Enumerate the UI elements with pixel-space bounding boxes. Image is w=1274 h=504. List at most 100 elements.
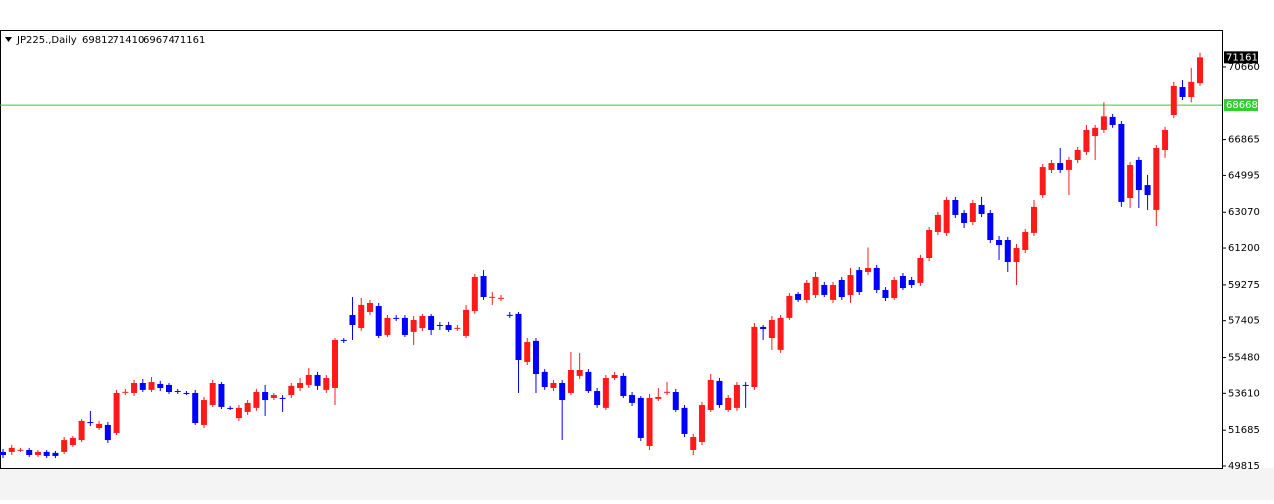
candle-body	[131, 383, 138, 393]
candle-body	[401, 317, 408, 335]
candle-body	[751, 326, 758, 388]
candle-body	[480, 275, 487, 298]
candle-body	[279, 397, 286, 399]
candle-body	[926, 230, 933, 258]
candle-body	[637, 397, 644, 438]
candle-body	[17, 449, 24, 451]
candle-body	[943, 199, 950, 233]
candle-body	[847, 275, 854, 295]
price-label-box	[1224, 51, 1258, 64]
candle-body	[830, 284, 837, 300]
candle-body	[882, 289, 889, 299]
candle-body	[104, 424, 111, 441]
plot-frame	[0, 30, 1223, 469]
y-tick-label: 51685	[1228, 425, 1260, 436]
candle-body	[611, 374, 618, 379]
candle-body	[218, 383, 225, 407]
candle-body	[594, 391, 601, 406]
candle-body	[1057, 163, 1064, 170]
candle-body	[1083, 129, 1090, 152]
candle-body	[602, 378, 609, 408]
ohlc-value: 69674	[143, 35, 175, 46]
candle-body	[227, 407, 234, 409]
candle-body	[672, 392, 679, 410]
candle-body	[716, 380, 723, 406]
candle-body	[393, 317, 400, 319]
level-label: 68668	[1226, 100, 1258, 111]
y-tick-label: 49815	[1228, 461, 1260, 472]
candle-body	[664, 391, 671, 393]
candle-body	[908, 280, 915, 285]
candle-body	[34, 451, 41, 455]
candle-body	[1013, 248, 1020, 263]
candle-body	[1118, 123, 1125, 202]
candle-body	[917, 257, 924, 283]
symbol-label: JP225.,Daily	[16, 35, 77, 46]
candle-body	[200, 400, 207, 425]
candle-body	[78, 420, 85, 441]
candle-body	[681, 407, 688, 434]
candle-body	[428, 316, 435, 330]
candle-body	[1170, 85, 1177, 115]
candle-body	[419, 316, 426, 329]
candle-body	[96, 423, 103, 428]
candle-body	[864, 267, 871, 272]
candle-body	[899, 275, 906, 289]
ohlc-value: 71410	[113, 35, 145, 46]
candle-body	[157, 383, 164, 388]
candle-body	[384, 317, 391, 335]
candle-body	[506, 314, 513, 316]
candle-body	[559, 383, 566, 401]
y-tick-label: 64995	[1228, 170, 1260, 181]
candle-body	[87, 422, 94, 424]
candle-body	[987, 213, 994, 241]
candle-body	[550, 383, 557, 388]
candle-body	[43, 451, 50, 456]
candle-body	[1153, 147, 1160, 210]
candle-body	[541, 371, 548, 388]
candle-body	[1144, 185, 1151, 196]
candle-body	[498, 297, 505, 299]
y-tick-label: 59275	[1228, 280, 1260, 291]
menu-arrow[interactable]	[5, 37, 12, 42]
candle-body	[620, 375, 627, 397]
candle-body	[1197, 57, 1203, 84]
candle-body	[445, 324, 452, 330]
candle-body	[288, 385, 295, 396]
candle-body	[873, 267, 880, 290]
candle-body	[410, 320, 417, 332]
candle-body	[786, 295, 793, 318]
candle-body	[174, 391, 181, 393]
candle-body	[1188, 81, 1195, 98]
candle-body	[235, 407, 242, 419]
candle-body	[26, 450, 33, 455]
y-tick-label: 53610	[1228, 388, 1260, 399]
candle-body	[436, 324, 443, 326]
candle-body	[803, 282, 810, 300]
candle-body	[332, 339, 339, 388]
candle-body	[262, 392, 269, 401]
candle-body	[742, 384, 749, 386]
candle-body	[733, 384, 740, 408]
candle-body	[978, 204, 985, 214]
candle-body	[629, 395, 636, 403]
candle-body	[585, 371, 592, 392]
candle-body	[489, 296, 496, 298]
ohlc-value: 71161	[174, 35, 206, 46]
y-tick-label: 63070	[1228, 207, 1260, 218]
candle-body	[1092, 127, 1099, 137]
candle-body	[777, 317, 784, 350]
candle-body	[646, 397, 653, 446]
y-tick-label: 57405	[1228, 316, 1260, 327]
candle-body	[1039, 167, 1046, 196]
candle-body	[270, 395, 277, 398]
candle-body	[358, 304, 365, 329]
candle-body	[690, 436, 697, 451]
candle-body	[812, 276, 819, 295]
candle-body	[1162, 129, 1169, 151]
candle-body	[838, 280, 845, 298]
candle-body	[1135, 159, 1142, 191]
